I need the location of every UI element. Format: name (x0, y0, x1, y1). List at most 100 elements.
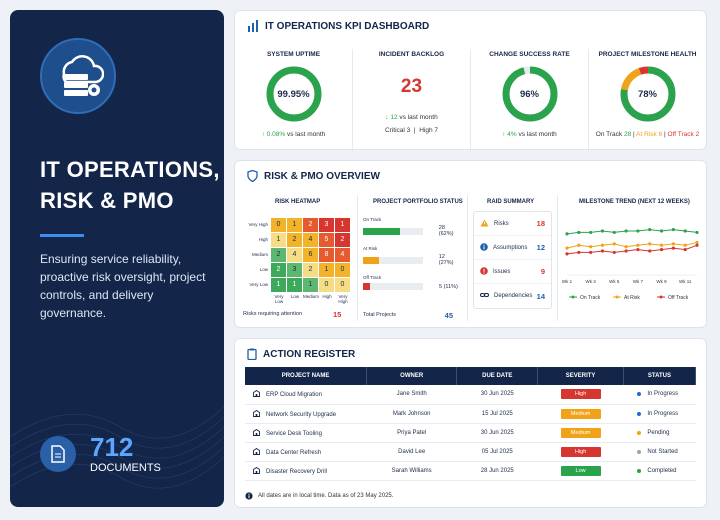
heatmap-title: RISK HEATMAP (275, 199, 321, 205)
milestone-trend-chart: Wk 1 Wk 3 Wk 5 Wk 7 Wk 9 Wk 11 On Track At Risk… (562, 227, 699, 301)
heatmap-cell: 2 (271, 262, 286, 277)
heatmap-cell: 0 (335, 277, 350, 292)
heatmap-cell: 2 (287, 232, 302, 247)
raid-item-name: Risks (494, 220, 509, 227)
heatmap-cell: 1 (271, 277, 286, 292)
data-point (577, 250, 581, 255)
heatmap-cell: 2 (271, 247, 286, 262)
raid-item-name: Assumptions (493, 244, 528, 251)
data-point (624, 245, 628, 249)
project-name-cell: Service Desk Tooling (245, 423, 367, 443)
heatmap-footer: Risks requiring attention 15 (243, 310, 342, 319)
table-header: SEVERITY (537, 367, 624, 385)
building-icon (253, 390, 260, 398)
raid-item-name: Issues (493, 268, 511, 275)
heatmap-cell: 1 (303, 277, 318, 292)
raid-item: Issues 9 (474, 260, 551, 284)
status-dot (637, 468, 642, 473)
due-date-cell: 30 Jun 2025 (456, 423, 538, 443)
heatmap-cell: 3 (287, 262, 302, 277)
legend-label: On Track (580, 295, 601, 301)
heatmap-col-labels: Very Low Low Medium High Very High (271, 294, 351, 304)
series-line (566, 244, 698, 255)
raid-item: Assumptions 12 (474, 236, 551, 260)
document-count-value: 712 (90, 432, 134, 462)
status-label: In Progress (647, 410, 679, 417)
portfolio-status: On Track 28 (62%) At Risk 12 (27%) Off Track… (363, 217, 461, 299)
heatmap-row: Very High 0 1 2 3 1 (243, 217, 351, 232)
severity-cell: Medium (537, 404, 624, 424)
project-name-cell: Data Center Refresh (245, 442, 367, 462)
heatmap-col-label: Very High (338, 294, 348, 304)
table-header: PROJECT NAME (245, 367, 368, 385)
heatmap-cell: 2 (303, 217, 318, 232)
milestone-value: 78% (637, 88, 657, 100)
action-table: PROJECT NAME OWNER DUE DATE SEVERITY STATUS … (245, 367, 697, 481)
heatmap-row: Low 2 3 2 1 0 (243, 262, 351, 277)
status-dot (637, 430, 642, 435)
x-tick-label: Wk 11 (679, 279, 692, 284)
table-row: ERP Cloud Migration Jane Smith 30 Jun 2025… (245, 385, 696, 405)
portfolio-bar-track (363, 227, 423, 235)
change-ring: 96% (500, 64, 560, 124)
data-point (577, 230, 581, 235)
series-line (566, 229, 698, 235)
warning-icon (480, 219, 489, 229)
portfolio-bar-fill (363, 227, 401, 235)
severity-cell: Low (537, 461, 624, 481)
data-point (589, 250, 593, 255)
action-register-title: ACTION REGISTER (247, 348, 355, 360)
document-count-label: DOCUMENTS (90, 462, 161, 474)
project-name-cell: ERP Cloud Migration (245, 385, 367, 405)
data-point (600, 229, 605, 233)
data-point (671, 227, 675, 232)
portfolio-item-label: At Risk (363, 246, 378, 251)
portfolio-bar-track (363, 283, 423, 290)
portfolio-item: At Risk 12 (27%) (363, 246, 461, 266)
project-name-cell: Disaster Recovery Drill (245, 461, 367, 481)
data-point (589, 230, 593, 235)
kpi-change-success-rate: CHANGE SUCCESS RATE 96% ↑ 4% vs last mon… (471, 49, 589, 153)
heatmap-cell: 0 (319, 277, 334, 292)
building-icon (253, 409, 260, 417)
data-point (612, 230, 616, 235)
owner-cell: Sarah Williams (366, 461, 457, 481)
data-point (695, 240, 699, 245)
status-dot (637, 449, 642, 454)
data-point (695, 243, 699, 247)
data-point (589, 245, 593, 249)
cloud-server-icon (40, 38, 116, 114)
data-point (648, 227, 652, 232)
heatmap-cell: 3 (319, 217, 334, 232)
raid-item-name: Dependencies (494, 293, 533, 299)
portfolio-item-value: 12 (27%) (438, 254, 454, 266)
data-point (671, 246, 675, 250)
kpi-title: CHANGE SUCCESS RATE (489, 51, 570, 58)
data-point (648, 242, 652, 246)
raid-item-value: 14 (536, 291, 545, 301)
kpi-system-uptime: SYSTEM UPTIME 99.95% ↑ 0.08% vs last mon… (235, 49, 353, 153)
project-name: Service Desk Tooling (266, 430, 322, 437)
footnote: All dates are in local time. Data as of … (245, 492, 393, 500)
action-register-panel: ACTION REGISTER PROJECT NAME OWNER DUE DAT… (234, 338, 707, 508)
milestone-ring: 78% (618, 64, 678, 124)
heatmap-row-label: Low (259, 267, 268, 272)
uptime-ring: 99.95% (264, 64, 324, 124)
data-point (565, 232, 569, 236)
legend-marker (615, 295, 619, 299)
sidebar-title: IT OPERATIONS, RISK & PMO (40, 157, 220, 213)
kpi-milestone-health: PROJECT MILESTONE HEALTH 78% On Track 28… (589, 49, 706, 153)
data-point (671, 242, 675, 246)
project-name: Data Center Refresh (266, 449, 322, 456)
data-point (612, 250, 616, 255)
series-line (566, 241, 698, 249)
table-row: Service Desk Tooling Priya Patel 30 Jun 20… (245, 423, 696, 443)
table-row: Data Center Refresh David Lee 05 Jul 2025 H… (245, 442, 696, 462)
sidebar-description: Ensuring service reliability, proactive … (40, 252, 206, 320)
data-point (577, 243, 581, 247)
document-icon (40, 436, 76, 472)
heatmap-cell: 1 (287, 277, 302, 292)
raid-item-value: 18 (536, 219, 545, 228)
heatmap-row-label: Very High (248, 222, 268, 227)
data-point (636, 243, 640, 247)
